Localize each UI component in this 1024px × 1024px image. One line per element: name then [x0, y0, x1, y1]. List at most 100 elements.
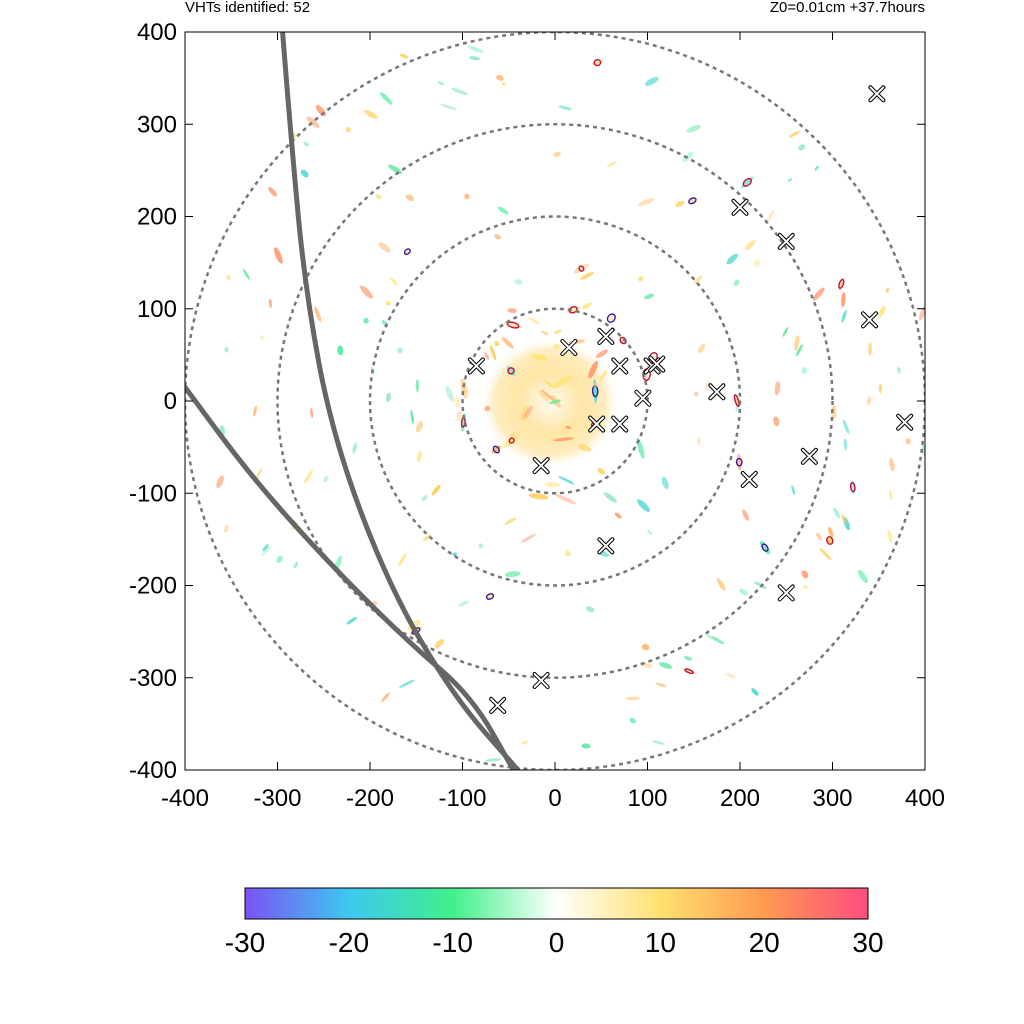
field-streak: [484, 405, 491, 412]
vorticity-contour: [507, 367, 515, 375]
field-streak: [754, 581, 767, 589]
field-streak: [431, 484, 441, 496]
vorticity-contour: [492, 445, 500, 454]
field-streak: [268, 298, 273, 309]
y-tick-labels: 400 300 200 100 0 -100 -200 -300 -400: [129, 19, 177, 784]
field-streak: [497, 206, 509, 215]
x-tick-label: -400: [161, 785, 209, 812]
field-streak: [253, 405, 257, 417]
field-streak: [541, 330, 549, 335]
field-streak: [564, 550, 571, 557]
field-streak: [629, 717, 637, 724]
field-streak: [558, 476, 575, 485]
field-streak: [584, 424, 589, 432]
y-tick-label: 200: [137, 204, 177, 231]
vht-marker: [800, 447, 818, 465]
field-streak: [833, 507, 841, 519]
field-streak: [573, 263, 589, 274]
field-streak: [887, 530, 893, 543]
vht-marker-cross: [561, 339, 577, 355]
field-streak: [592, 382, 598, 388]
vht-marker: [708, 383, 726, 401]
vht-marker: [740, 470, 758, 488]
vht-marker-cross: [709, 384, 725, 400]
field-streak: [378, 242, 391, 253]
field-streak: [582, 302, 592, 310]
field-streak: [801, 367, 808, 374]
colorbar: -30 -20 -10 0 10 20 30: [225, 887, 884, 958]
vht-markers: [467, 85, 914, 714]
field-streak: [697, 437, 701, 446]
x-tick-label: 100: [627, 785, 667, 812]
vht-marker-cross: [533, 673, 549, 689]
field-streak: [705, 633, 713, 640]
field-streak: [553, 151, 562, 157]
vorticity-contour: [508, 437, 515, 444]
y-tick-label: 100: [137, 296, 177, 323]
colorbar-tick-label: 10: [645, 927, 676, 958]
field-streak: [711, 636, 725, 645]
vht-marker: [588, 415, 606, 433]
field-streak: [385, 301, 392, 306]
field-streak: [751, 688, 759, 696]
field-streak: [469, 56, 481, 61]
field-streak: [733, 279, 740, 286]
field-streak: [553, 343, 561, 350]
field-streak: [494, 341, 500, 347]
field-streak: [363, 317, 369, 324]
vorticity-field: [216, 45, 925, 762]
field-streak: [503, 321, 523, 329]
vht-marker-cross: [649, 356, 665, 372]
x-tick-label: -200: [346, 785, 394, 812]
field-streak: [451, 88, 468, 95]
field-streak: [363, 109, 378, 119]
field-streak: [458, 600, 470, 607]
field-streak: [868, 342, 872, 357]
vht-marker: [597, 537, 615, 555]
y-tick-label: -100: [129, 480, 177, 507]
field-streak: [652, 740, 665, 745]
field-streak: [452, 552, 457, 556]
field-streak: [514, 279, 523, 285]
field-streak: [637, 276, 644, 282]
vorticity-contour: [568, 306, 578, 314]
field-streak: [581, 743, 591, 749]
vht-marker-cross: [635, 390, 651, 406]
field-streak: [644, 293, 655, 300]
field-streak: [538, 390, 549, 402]
field-streak: [224, 346, 229, 353]
vht-marker-cross: [598, 538, 614, 554]
field-streak: [597, 468, 605, 475]
vht-marker: [467, 357, 485, 375]
x-tick-labels: -400 -300 -200 -100 0 100 200 300 400: [161, 785, 945, 812]
vht-marker: [532, 457, 550, 475]
field-streak: [398, 552, 407, 567]
field-streak: [828, 526, 834, 538]
field-streak: [646, 529, 653, 536]
x-tick-label: 200: [720, 785, 760, 812]
vht-marker: [560, 338, 578, 356]
field-streak: [489, 345, 497, 361]
field-streak: [242, 268, 250, 280]
field-streak: [803, 584, 809, 590]
field-streak: [878, 383, 883, 394]
vht-marker-cross: [801, 448, 817, 464]
field-streak: [878, 306, 886, 318]
field-streak: [609, 315, 614, 321]
field-streak: [553, 437, 574, 442]
field-streak: [866, 396, 872, 406]
x-tick-label: 0: [548, 785, 561, 812]
colorbar-bar: [244, 887, 869, 920]
vht-marker-cross: [468, 358, 484, 374]
y-tick-label: 400: [137, 19, 177, 46]
field-streak: [303, 469, 313, 484]
field-streak: [485, 758, 502, 762]
field-streak: [842, 419, 850, 434]
vht-marker-cross: [612, 416, 628, 432]
colorbar-tick-label: 20: [749, 927, 780, 958]
vht-marker: [634, 389, 652, 407]
field-streak: [486, 594, 494, 599]
vht-marker: [868, 85, 886, 103]
vht-marker: [611, 415, 629, 433]
